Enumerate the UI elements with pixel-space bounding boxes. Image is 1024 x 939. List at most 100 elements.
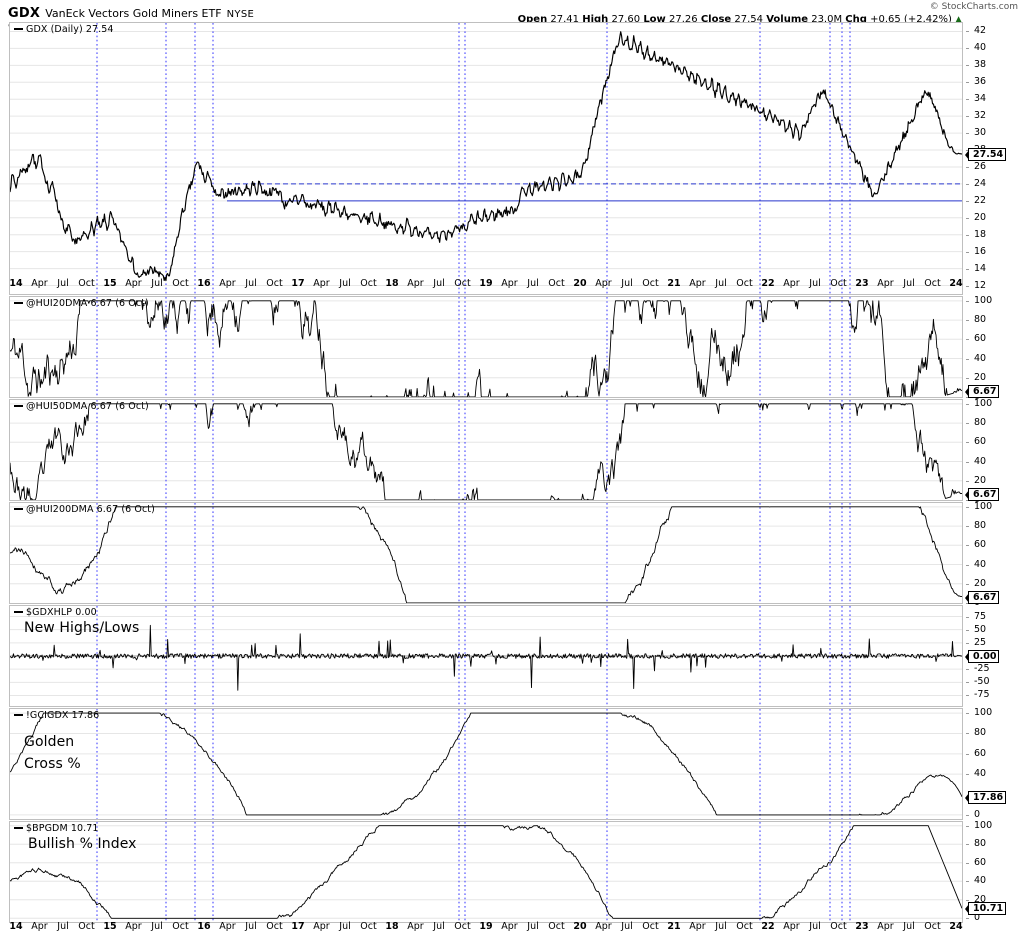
series-line-gdxhlp — [10, 624, 962, 691]
y-tick-label: 26 — [974, 160, 987, 172]
y-tick-label: -75 — [974, 689, 990, 701]
x-tick-label: Apr — [595, 278, 612, 289]
y-tick-mark — [966, 583, 969, 585]
chart-panel-bpgdm[interactable]: $BPGDM 10.71 Bullish % Index — [9, 821, 963, 923]
x-tick-label: 15 — [103, 278, 117, 289]
legend-line-swatch — [14, 827, 23, 829]
y-axis-bpgdm: 100 80 60 40 20 0 10.71 — [964, 820, 1022, 924]
y-tick-label: 40 — [974, 875, 987, 887]
y-tick-mark — [966, 733, 969, 735]
y-tick-mark — [966, 166, 969, 168]
y-tick-label: 40 — [974, 352, 987, 364]
last-value-badge-gdxhlp: 0.00 — [964, 650, 1000, 663]
x-tick-label: Apr — [595, 921, 612, 932]
x-tick-label: Oct — [172, 278, 189, 289]
y-tick-mark — [966, 480, 969, 482]
exchange-label: NYSE — [226, 9, 255, 20]
y-tick-mark — [966, 285, 969, 287]
x-tick-label: Jul — [903, 278, 915, 289]
panel-legend-text: @HUI50DMA 6.67 (6 Oct) — [26, 401, 149, 412]
y-tick-mark — [966, 358, 969, 360]
last-value-badge-hui20dma: 6.67 — [964, 384, 1000, 398]
y-tick-mark — [966, 881, 969, 883]
volume-value: 23.0M — [811, 14, 843, 25]
y-tick-label: -50 — [974, 676, 990, 688]
y-tick-mark — [966, 825, 969, 827]
y-tick-mark — [966, 642, 969, 644]
x-tick-label: 19 — [479, 921, 493, 932]
chart-panel-gdxhlp[interactable]: $GDXHLP 0.00 New Highs/Lows — [9, 605, 963, 707]
chart-panel-gcigdx[interactable]: !GCIGDX 17.86 Golden Cross % — [9, 708, 963, 820]
y-tick-mark — [966, 31, 969, 33]
y-tick-mark — [966, 564, 969, 566]
x-tick-label: Apr — [125, 921, 142, 932]
x-tick-label: Oct — [548, 278, 565, 289]
x-tick-label: 15 — [103, 921, 117, 932]
x-tick-label: Jul — [433, 278, 445, 289]
x-tick-label: Jul — [339, 921, 351, 932]
y-tick-mark — [966, 268, 969, 270]
legend-line-swatch — [14, 714, 23, 716]
y-tick-label: 42 — [974, 25, 987, 37]
y-axis-price: 4240383634323028262422201816141227.54 — [964, 22, 1022, 295]
y-tick-mark — [966, 234, 969, 236]
x-tick-label: Jul — [57, 921, 69, 932]
y-tick-label: 30 — [974, 127, 987, 139]
y-tick-mark — [966, 200, 969, 202]
x-tick-label: 24 — [949, 278, 963, 289]
y-tick-mark — [966, 116, 969, 118]
x-tick-label: Apr — [689, 278, 706, 289]
legend-line-swatch — [14, 405, 23, 407]
y-tick-label: 80 — [974, 520, 987, 532]
x-tick-label: 17 — [291, 921, 305, 932]
y-tick-mark — [966, 844, 969, 846]
x-tick-label: 14 — [9, 921, 23, 932]
panel-legend-text: @HUI200DMA 6.67 (6 Oct) — [26, 504, 155, 515]
x-tick-label: Jul — [433, 921, 445, 932]
x-axis-bottom: 14 Apr Jul Oct 15 Apr Jul Oct 16 Apr Jul Oct 17 Apr Ju… — [9, 921, 963, 937]
x-tick-label: Apr — [407, 921, 424, 932]
chart-panel-hui20dma[interactable]: @HUI20DMA 6.67 (6 Oct) — [9, 296, 963, 398]
stockcharts-credit: © StockCharts.com — [929, 2, 1018, 12]
y-axis-hui50dma: 1008060402006.67 — [964, 398, 1022, 505]
chart-panel-hui50dma[interactable]: @HUI50DMA 6.67 (6 Oct) — [9, 399, 963, 501]
panel-legend-price: GDX (Daily) 27.54 — [14, 24, 114, 35]
series-line-hui20dma — [10, 300, 962, 397]
x-tick-label: 16 — [197, 921, 211, 932]
y-tick-label: 20 — [974, 474, 987, 486]
up-triangle-icon: ▲ — [955, 15, 962, 25]
x-tick-label: Oct — [924, 921, 941, 932]
y-tick-mark — [966, 99, 969, 101]
series-line-hui50dma — [10, 403, 962, 500]
y-tick-label: 40 — [974, 768, 987, 780]
y-tick-label: 20 — [974, 577, 987, 589]
y-tick-mark — [966, 682, 969, 684]
x-tick-label: Apr — [407, 278, 424, 289]
panel-title-line: Cross % — [24, 756, 81, 772]
panel-legend-hui200dma: @HUI200DMA 6.67 (6 Oct) — [14, 504, 155, 515]
x-tick-label: Apr — [501, 921, 518, 932]
y-tick-label: 100 — [974, 500, 993, 512]
y-tick-label: 0 — [974, 912, 981, 924]
chart-panel-price[interactable]: GDX (Daily) 27.54 — [9, 22, 963, 295]
panel-legend-bpgdm: $BPGDM 10.71 — [14, 823, 99, 834]
y-tick-mark — [966, 774, 969, 776]
y-tick-mark — [966, 629, 969, 631]
x-tick-label: 17 — [291, 278, 305, 289]
high-value: 27.60 — [611, 14, 641, 25]
legend-line-swatch — [14, 28, 23, 30]
panel-legend-text: GDX (Daily) 27.54 — [26, 24, 114, 35]
x-tick-label: Jul — [715, 278, 727, 289]
x-tick-label: 21 — [667, 278, 681, 289]
y-tick-mark — [966, 377, 969, 379]
x-tick-label: Jul — [151, 278, 163, 289]
y-tick-mark — [966, 814, 969, 816]
series-line-price — [10, 31, 962, 282]
panel-legend-text: $GDXHLP 0.00 — [26, 607, 97, 618]
x-tick-label: Oct — [642, 278, 659, 289]
x-tick-label: Apr — [31, 278, 48, 289]
change-label: Chg — [845, 14, 867, 25]
x-tick-label: Oct — [266, 921, 283, 932]
chart-panel-hui200dma[interactable]: @HUI200DMA 6.67 (6 Oct) — [9, 502, 963, 604]
y-tick-label: 80 — [974, 417, 987, 429]
